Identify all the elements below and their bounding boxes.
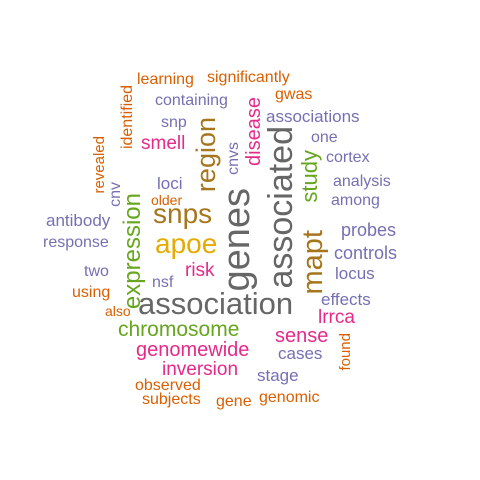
word-locus: locus <box>335 264 375 283</box>
word-containing: containing <box>155 92 228 109</box>
word-identified: identified <box>119 85 136 150</box>
word-one: one <box>311 129 338 146</box>
word-inversion: inversion <box>162 359 239 380</box>
word-cnvs: cnvs <box>225 142 242 175</box>
word-older: older <box>151 192 183 208</box>
word-subjects: subjects <box>142 391 201 408</box>
word-snps: snps <box>153 198 213 229</box>
word-risk: risk <box>185 260 215 281</box>
word-using: using <box>72 284 111 301</box>
word-revealed: revealed <box>91 136 108 194</box>
word-cases: cases <box>278 344 323 363</box>
word-cortex: cortex <box>326 149 370 166</box>
word-two: two <box>84 263 109 280</box>
word-gwas: gwas <box>275 86 313 103</box>
word-learning: learning <box>137 71 194 88</box>
word-loci: loci <box>157 174 183 193</box>
word-antibody: antibody <box>46 211 111 230</box>
word-association: association <box>138 286 294 321</box>
word-smell: smell <box>141 133 186 154</box>
word-study: study <box>297 150 322 203</box>
word-gene: gene <box>216 393 252 410</box>
word-mapt: mapt <box>297 230 329 295</box>
word-genomic: genomic <box>259 389 320 406</box>
word-effects: effects <box>321 290 371 309</box>
word-significantly: significantly <box>207 69 290 86</box>
word-among: among <box>331 192 380 209</box>
word-nsf: nsf <box>152 274 174 291</box>
word-associated: associated <box>262 126 300 289</box>
word-probes: probes <box>341 220 397 240</box>
word-controls: controls <box>334 243 398 263</box>
word-chromosome: chromosome <box>118 318 240 341</box>
word-also: also <box>105 303 131 319</box>
word-observed: observed <box>135 377 201 394</box>
word-genes: genes <box>216 188 258 292</box>
word-snp: snp <box>161 114 187 131</box>
word-genomewide: genomewide <box>136 339 250 361</box>
word-analysis: analysis <box>333 173 391 190</box>
word-apoe: apoe <box>155 228 218 259</box>
word-stage: stage <box>257 366 299 385</box>
word-region: region <box>191 117 221 193</box>
word-associations: associations <box>266 107 360 126</box>
word-response: response <box>43 234 109 251</box>
word-disease: disease <box>243 97 265 166</box>
word-found: found <box>337 333 354 371</box>
word-sense: sense <box>275 325 329 347</box>
word-lrrca: lrrca <box>318 307 355 328</box>
